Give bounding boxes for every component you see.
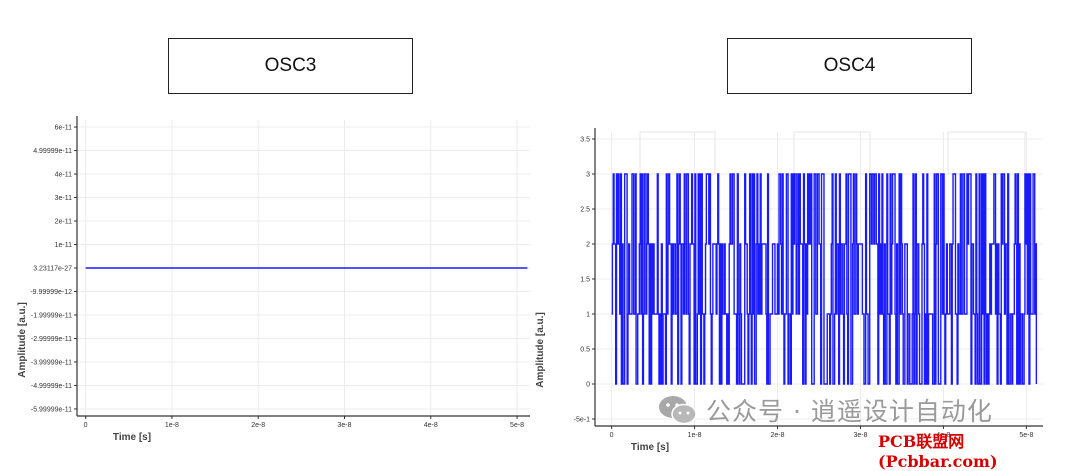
y-tick-label: 1e-11	[55, 242, 72, 249]
y-tick-label: 0	[586, 382, 590, 389]
x-tick-label: 4e-8	[936, 432, 950, 439]
x-tick-label: 0	[610, 432, 614, 439]
series-line	[611, 173, 1038, 385]
osc3-chart: 6e-11 4.99999e-11 4e-11 3e-11 2e-11 1e-11 3.23…	[17, 116, 530, 443]
osc4-x-axis-title: Time [s]	[631, 442, 669, 453]
y-tick-label: 3.23117e-27	[33, 266, 72, 273]
y-tick-label: -3.99999e-11	[31, 359, 72, 366]
osc3-x-axis-title: Time [s]	[113, 432, 151, 443]
x-tick-label: 2e-8	[771, 432, 785, 439]
y-tick-label: -2.99999e-11	[31, 336, 72, 343]
osc4-y-axis-title: Amplitude [a.u.]	[535, 312, 546, 388]
y-tick-label: -5e-1	[574, 417, 590, 424]
y-tick-label: 3	[586, 172, 590, 179]
osc3-axis-labels: Time [s] Amplitude [a.u.]	[17, 302, 151, 443]
backdrop-band	[639, 131, 716, 175]
watermark-text: 公众号 · 逍遥设计自动化	[706, 397, 993, 426]
x-tick-label: 2e-8	[251, 422, 265, 429]
x-tick-label: 5e-8	[510, 422, 524, 429]
y-tick-label: 1	[586, 312, 590, 319]
osc4-axis-labels: Time [s] Amplitude [a.u.]	[535, 312, 669, 453]
watermark: 公众号 · 逍遥设计自动化	[658, 392, 993, 428]
y-tick-label: 6e-11	[55, 125, 72, 132]
y-tick-label: -5.99999e-11	[31, 406, 72, 413]
y-tick-label: 3.5	[580, 137, 590, 144]
x-tick-label: 1e-8	[165, 422, 179, 429]
backdrop-band	[793, 131, 871, 175]
x-tick-label: 1e-8	[688, 432, 702, 439]
wechat-icon	[659, 396, 697, 425]
y-tick-label: 4.99999e-11	[33, 148, 72, 155]
osc3-label: OSC3	[264, 55, 317, 76]
y-tick-label: 3e-11	[55, 195, 72, 202]
osc4-label: OSC4	[823, 55, 876, 76]
y-tick-label: 2.5	[580, 207, 590, 214]
osc3-y-axis-title: Amplitude [a.u.]	[17, 302, 28, 378]
osc4-chart: 3.5 3 2.5 2 1.5 1 0.5 0 -5e-1 0 1e-8 2e-8 3e-8 4e-8 5e…	[535, 128, 1043, 453]
y-tick-label: 2	[586, 242, 590, 249]
y-tick-label: 2e-11	[55, 219, 72, 226]
y-tick-label: 1.5	[580, 277, 590, 284]
y-tick-label: 0.5	[580, 347, 590, 354]
y-tick-label: -1.99999e-11	[31, 312, 72, 319]
osc4-series	[611, 173, 1038, 385]
osc3-label-box: OSC3	[168, 38, 413, 94]
osc4-axes: 3.5 3 2.5 2 1.5 1 0.5 0 -5e-1 0 1e-8 2e-8 3e-8 4e-8 5e…	[574, 128, 1043, 439]
y-tick-label: -4.99999e-11	[31, 383, 72, 390]
osc4-label-box: OSC4	[727, 38, 972, 94]
y-tick-label: -9.99999e-12	[30, 289, 72, 296]
x-tick-label: 4e-8	[424, 422, 438, 429]
x-tick-label: 0	[84, 422, 88, 429]
footer-watermark: PCB联盟网 (Pcbbar.com)	[878, 432, 998, 471]
y-tick-label: 4e-11	[55, 172, 72, 179]
backdrop-band	[947, 131, 1026, 175]
x-tick-label: 3e-8	[853, 432, 867, 439]
x-tick-label: 3e-8	[337, 422, 351, 429]
x-tick-label: 5e-8	[1019, 432, 1033, 439]
osc3-axes: 6e-11 4.99999e-11 4e-11 3e-11 2e-11 1e-11 3.23…	[30, 116, 530, 429]
